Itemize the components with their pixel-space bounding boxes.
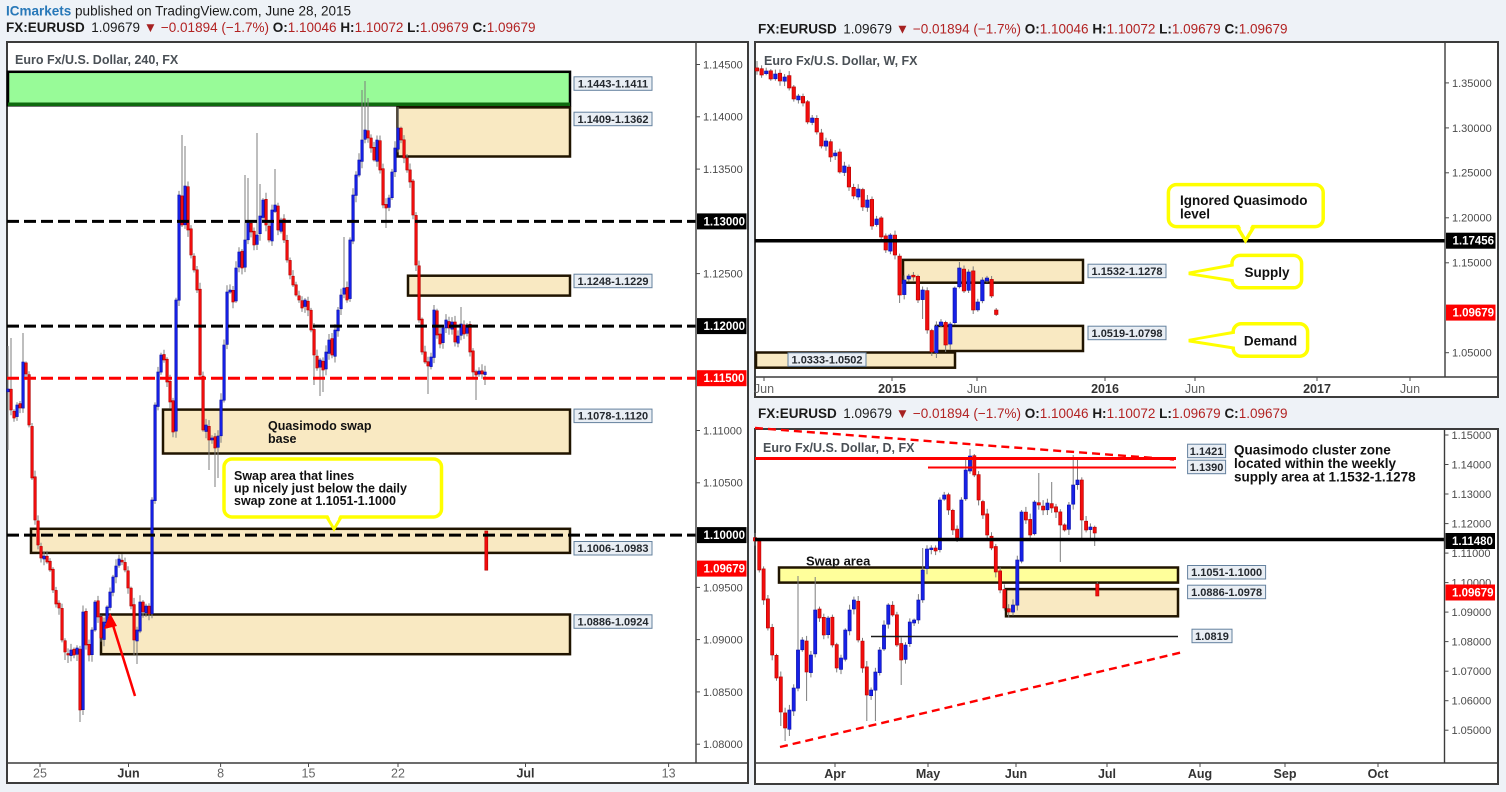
svg-text:level: level (1180, 207, 1210, 222)
svg-text:1.1443-1.1411: 1.1443-1.1411 (578, 78, 648, 90)
svg-text:FX:EURUSD 1.09679 ▼ −0.01894: FX:EURUSD 1.09679 ▼ −0.01894 (−1.7%) O:1… (758, 22, 1288, 37)
svg-text:13: 13 (662, 767, 676, 781)
svg-text:1.11500: 1.11500 (704, 373, 745, 385)
svg-text:1.05000: 1.05000 (1452, 348, 1492, 360)
svg-text:2016: 2016 (1091, 382, 1119, 396)
svg-text:1.12500: 1.12500 (703, 269, 743, 281)
svg-text:1.15000: 1.15000 (1452, 258, 1492, 270)
svg-text:May: May (916, 767, 940, 781)
svg-text:1.13500: 1.13500 (703, 164, 743, 176)
svg-text:1.0333-1.0502: 1.0333-1.0502 (792, 354, 863, 366)
svg-text:Supply: Supply (1244, 265, 1289, 280)
svg-text:1.35000: 1.35000 (1452, 78, 1492, 90)
svg-text:Quasimodo cluster zone: Quasimodo cluster zone (1234, 443, 1391, 458)
svg-text:1.1051-1.1000: 1.1051-1.1000 (1191, 567, 1262, 579)
svg-text:1.11480: 1.11480 (1452, 536, 1493, 548)
svg-text:Jun: Jun (1400, 382, 1420, 396)
svg-text:1.09500: 1.09500 (703, 582, 743, 594)
svg-text:1.1409-1.1362: 1.1409-1.1362 (578, 114, 649, 126)
svg-text:1.1532-1.1278: 1.1532-1.1278 (1092, 266, 1163, 278)
svg-text:Oct: Oct (1368, 767, 1390, 781)
svg-text:1.09000: 1.09000 (703, 635, 743, 647)
svg-text:base: base (268, 432, 297, 446)
svg-text:1.08000: 1.08000 (703, 739, 743, 751)
svg-text:1.09679: 1.09679 (1453, 308, 1495, 320)
svg-text:Apr: Apr (824, 767, 846, 781)
svg-text:1.1078-1.1120: 1.1078-1.1120 (578, 411, 648, 423)
svg-text:22: 22 (391, 767, 405, 781)
svg-text:Euro Fx/U.S. Dollar, D, FX: Euro Fx/U.S. Dollar, D, FX (763, 441, 915, 455)
svg-text:1.13000: 1.13000 (1452, 489, 1492, 501)
svg-text:1.1390: 1.1390 (1190, 462, 1224, 474)
svg-text:Jul: Jul (1098, 767, 1116, 781)
svg-text:1.0519-1.0798: 1.0519-1.0798 (1092, 328, 1163, 340)
svg-text:Swap area that lines: Swap area that lines (234, 469, 354, 483)
svg-text:2015: 2015 (878, 382, 906, 396)
svg-text:1.11000: 1.11000 (1452, 548, 1491, 560)
svg-text:Swap area: Swap area (806, 554, 871, 569)
svg-text:1.09679: 1.09679 (704, 564, 746, 576)
svg-text:1.14000: 1.14000 (703, 112, 743, 124)
svg-text:Jun: Jun (1185, 382, 1205, 396)
svg-text:Jun: Jun (117, 767, 139, 781)
svg-text:1.1006-1.0983: 1.1006-1.0983 (578, 543, 649, 555)
svg-text:1.30000: 1.30000 (1452, 123, 1492, 135)
svg-text:FX:EURUSD 1.09679 ▼ −0.01894: FX:EURUSD 1.09679 ▼ −0.01894 (−1.7%) O:1… (758, 406, 1288, 421)
svg-text:1.25000: 1.25000 (1452, 168, 1492, 180)
svg-text:2017: 2017 (1303, 382, 1331, 396)
svg-text:1.1248-1.1229: 1.1248-1.1229 (578, 276, 649, 288)
svg-text:Jun: Jun (1005, 767, 1027, 781)
svg-text:1.0886-1.0978: 1.0886-1.0978 (1191, 587, 1262, 599)
svg-text:1.10500: 1.10500 (703, 478, 743, 490)
svg-text:Aug: Aug (1188, 767, 1212, 781)
svg-text:1.12000: 1.12000 (1452, 519, 1492, 531)
svg-text:ICmarkets published on Trading: ICmarkets published on TradingView.com, … (6, 4, 351, 19)
svg-text:Ignored Quasimodo: Ignored Quasimodo (1180, 193, 1308, 208)
svg-text:1.13000: 1.13000 (704, 216, 746, 228)
svg-text:swap zone at 1.1051-1.1000: swap zone at 1.1051-1.1000 (234, 494, 396, 508)
svg-text:1.20000: 1.20000 (1452, 213, 1492, 225)
svg-text:Euro Fx/U.S. Dollar, 240, FX: Euro Fx/U.S. Dollar, 240, FX (15, 53, 179, 67)
svg-text:Sep: Sep (1274, 767, 1297, 781)
svg-text:1.09000: 1.09000 (1452, 607, 1492, 619)
svg-text:1.05000: 1.05000 (1452, 725, 1492, 737)
svg-text:1.07000: 1.07000 (1452, 666, 1492, 678)
svg-text:Quasimodo swap: Quasimodo swap (268, 419, 372, 433)
svg-text:FX:EURUSD 1.09679 ▼ −0.01894: FX:EURUSD 1.09679 ▼ −0.01894 (−1.7%) O:1… (6, 20, 536, 35)
svg-text:1.15000: 1.15000 (1452, 430, 1492, 442)
svg-text:1.08000: 1.08000 (1452, 637, 1492, 649)
svg-text:Demand: Demand (1244, 333, 1297, 348)
svg-text:Jun: Jun (754, 382, 774, 396)
svg-text:1.14000: 1.14000 (1452, 459, 1492, 471)
svg-text:25: 25 (33, 767, 47, 781)
svg-text:Jul: Jul (516, 767, 534, 781)
svg-text:located within the weekly: located within the weekly (1234, 456, 1397, 471)
svg-text:supply area at 1.1532-1.1278: supply area at 1.1532-1.1278 (1234, 470, 1416, 485)
svg-text:8: 8 (217, 767, 224, 781)
svg-text:1.17456: 1.17456 (1453, 236, 1495, 248)
svg-text:1.12000: 1.12000 (704, 321, 746, 333)
svg-text:1.11000: 1.11000 (703, 425, 742, 437)
svg-text:up nicely just below the daily: up nicely just below the daily (234, 482, 407, 496)
svg-text:15: 15 (302, 767, 316, 781)
svg-text:1.09679: 1.09679 (1452, 588, 1494, 600)
svg-text:Jun: Jun (967, 382, 987, 396)
svg-text:1.0819: 1.0819 (1195, 631, 1229, 643)
svg-text:1.10000: 1.10000 (704, 530, 746, 542)
svg-text:1.14500: 1.14500 (703, 59, 743, 71)
svg-text:1.1421: 1.1421 (1190, 446, 1224, 458)
svg-text:1.08500: 1.08500 (703, 687, 743, 699)
svg-text:1.0886-1.0924: 1.0886-1.0924 (578, 616, 650, 628)
svg-text:Euro Fx/U.S. Dollar, W, FX: Euro Fx/U.S. Dollar, W, FX (764, 54, 918, 68)
svg-text:1.06000: 1.06000 (1452, 696, 1492, 708)
